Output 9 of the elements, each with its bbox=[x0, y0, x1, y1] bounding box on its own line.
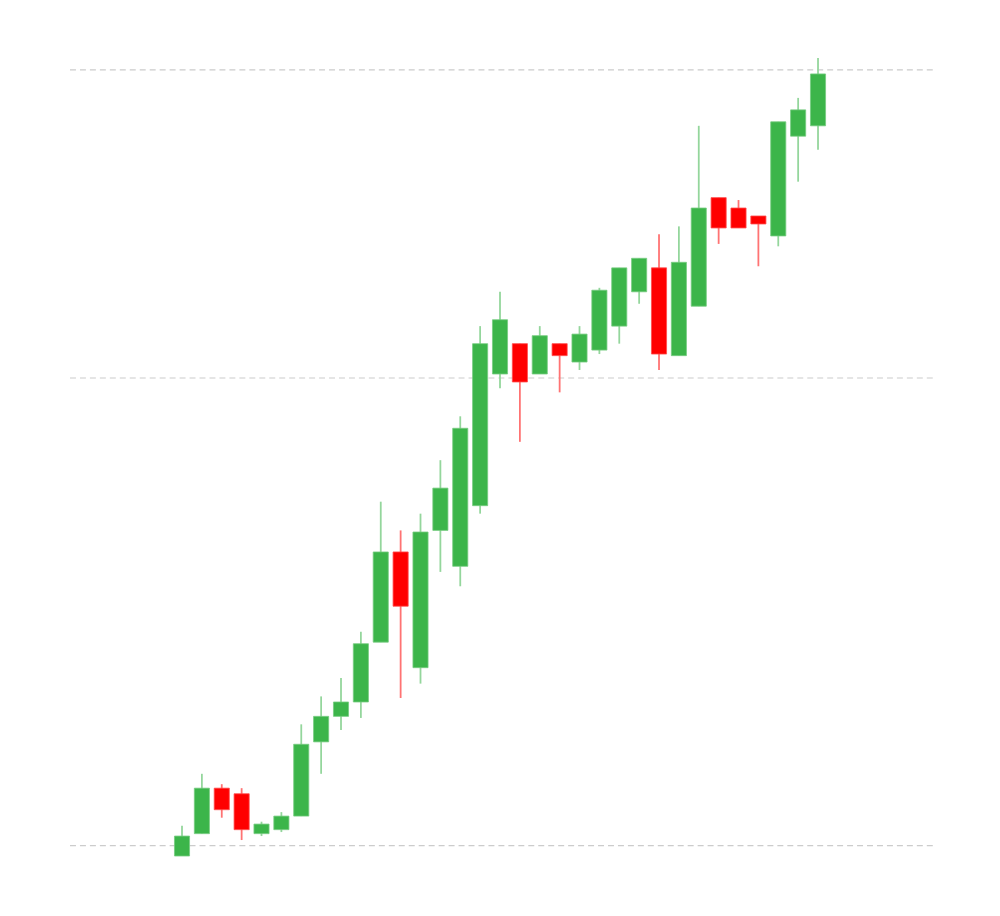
candlestick bbox=[531, 325, 548, 375]
candlestick bbox=[631, 257, 648, 305]
candlestick bbox=[333, 677, 349, 731]
candlestick bbox=[790, 96, 807, 183]
candlestick bbox=[511, 342, 528, 443]
candlestick bbox=[551, 342, 568, 394]
candlestick bbox=[193, 772, 210, 835]
candlestick bbox=[313, 695, 330, 775]
candlestick bbox=[174, 824, 190, 857]
